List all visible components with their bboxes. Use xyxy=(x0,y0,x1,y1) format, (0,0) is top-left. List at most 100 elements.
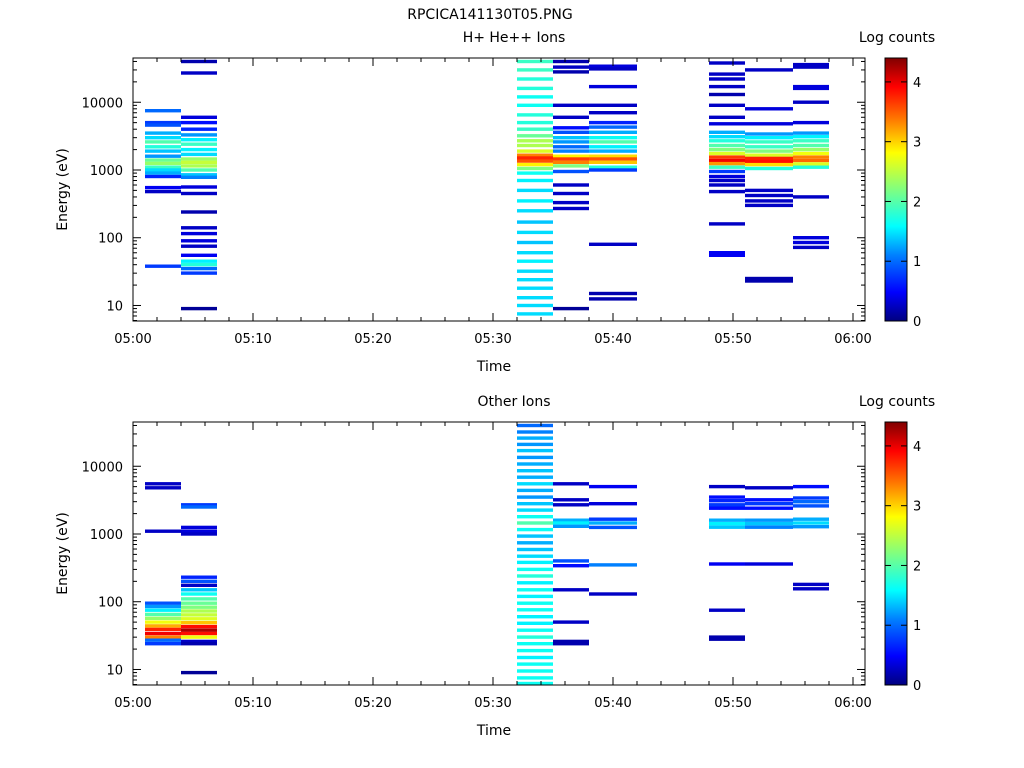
heatmap-cell xyxy=(553,518,589,522)
heatmap-cell xyxy=(517,608,553,612)
heatmap-cell xyxy=(517,488,553,493)
heatmap-cell xyxy=(181,624,217,629)
heatmap-cell xyxy=(517,615,553,619)
heatmap-cell xyxy=(553,620,589,624)
heatmap-cell xyxy=(517,482,553,486)
heatmap-cell xyxy=(517,567,553,572)
x-tick-label: 06:00 xyxy=(834,696,871,711)
heatmap-cell xyxy=(517,127,553,131)
heatmap-cell xyxy=(589,111,637,115)
y-tick-label: 100 xyxy=(98,232,123,247)
heatmap-cell xyxy=(709,178,745,183)
heatmap-cell xyxy=(553,136,589,140)
heatmap-cell xyxy=(793,195,829,199)
heatmap-cell xyxy=(517,153,553,157)
heatmap-cell xyxy=(553,157,589,161)
heatmap-cell xyxy=(553,206,589,211)
y-axis-label: Energy (eV) xyxy=(55,148,71,231)
heatmap-cell xyxy=(517,635,553,639)
heatmap-cell xyxy=(517,534,553,538)
heatmap-cell xyxy=(517,436,553,440)
colorbar-tick-label: 3 xyxy=(913,500,921,515)
heatmap-cell xyxy=(517,77,553,81)
heatmap-cell xyxy=(745,153,793,157)
heatmap-cell xyxy=(517,240,553,245)
heatmap-cell xyxy=(145,627,181,632)
heatmap-cell xyxy=(745,145,793,149)
heatmap-cell xyxy=(793,135,829,139)
heatmap-cell xyxy=(145,608,181,612)
heatmap-cell xyxy=(517,430,553,434)
heatmap-cell xyxy=(745,199,793,203)
heatmap-cell xyxy=(145,624,181,628)
heatmap-cell xyxy=(745,166,793,171)
heatmap-cell xyxy=(517,230,553,235)
heatmap-cell xyxy=(745,502,793,506)
x-tick-label: 05:10 xyxy=(234,696,271,711)
heatmap-cell xyxy=(709,115,745,119)
heatmap-cell xyxy=(709,158,745,163)
heatmap-cell xyxy=(793,162,829,166)
colorbar-gradient xyxy=(884,57,908,322)
heatmap-cell xyxy=(589,242,637,246)
heatmap-cell xyxy=(181,532,217,536)
heatmap-cell xyxy=(517,269,553,273)
heatmap-cell xyxy=(145,612,181,617)
heatmap-cell xyxy=(181,628,217,632)
heatmap-cell xyxy=(553,70,589,74)
heatmap-cell xyxy=(793,151,829,156)
heatmap-cell xyxy=(517,442,553,447)
heatmap-cell xyxy=(553,160,589,164)
heatmap-cell xyxy=(145,635,181,639)
y-tick-label: 10000 xyxy=(82,96,123,111)
heatmap-cell xyxy=(517,113,553,117)
heatmap-cell xyxy=(793,587,829,591)
heatmap-cell xyxy=(709,155,745,159)
heatmap-cell xyxy=(589,160,637,164)
heatmap-cell xyxy=(709,183,745,187)
heatmap-cell xyxy=(181,601,217,605)
heatmap-cell xyxy=(517,178,553,183)
heatmap-cell xyxy=(553,482,589,486)
heatmap-cell xyxy=(793,236,829,240)
heatmap-cell xyxy=(517,312,553,316)
heatmap-cell xyxy=(709,495,745,499)
y-tick-label: 100 xyxy=(98,596,123,611)
heatmap-cell xyxy=(517,469,553,473)
heatmap-cell xyxy=(709,522,745,526)
heatmap-cell xyxy=(181,670,217,675)
heatmap-cell xyxy=(553,126,589,130)
heatmap-cell xyxy=(181,152,217,157)
x-tick-label: 05:30 xyxy=(474,696,511,711)
heatmap-cell xyxy=(145,601,181,605)
heatmap-cell xyxy=(517,502,553,506)
heatmap-cell xyxy=(181,185,217,189)
heatmap-cell xyxy=(793,521,829,525)
heatmap-cell xyxy=(793,496,829,500)
heatmap-cell xyxy=(793,245,829,250)
heatmap-cell xyxy=(793,131,829,135)
heatmap-cell xyxy=(709,518,745,522)
plot-frame xyxy=(132,57,866,322)
heatmap-cell xyxy=(145,264,181,268)
heatmap-cell xyxy=(181,71,217,75)
heatmap-cell xyxy=(517,455,553,460)
heatmap-cell xyxy=(589,140,637,144)
heatmap-cell xyxy=(517,628,553,632)
heatmap-cell xyxy=(709,253,745,257)
heatmap-cell xyxy=(589,297,637,301)
heatmap-cell xyxy=(145,616,181,620)
heatmap-cell xyxy=(181,138,217,142)
heatmap-cell xyxy=(517,515,553,519)
colorbar-tick-label: 2 xyxy=(913,195,921,210)
heatmap-cell xyxy=(793,165,829,169)
heatmap-cell xyxy=(145,120,181,125)
heatmap-cell xyxy=(745,162,793,167)
heatmap-cell xyxy=(589,145,637,149)
heatmap-cell xyxy=(589,525,637,530)
heatmap-cell xyxy=(745,203,793,208)
heatmap-cell xyxy=(745,136,793,140)
heatmap-cell xyxy=(145,174,181,179)
heatmap-cell xyxy=(589,592,637,596)
